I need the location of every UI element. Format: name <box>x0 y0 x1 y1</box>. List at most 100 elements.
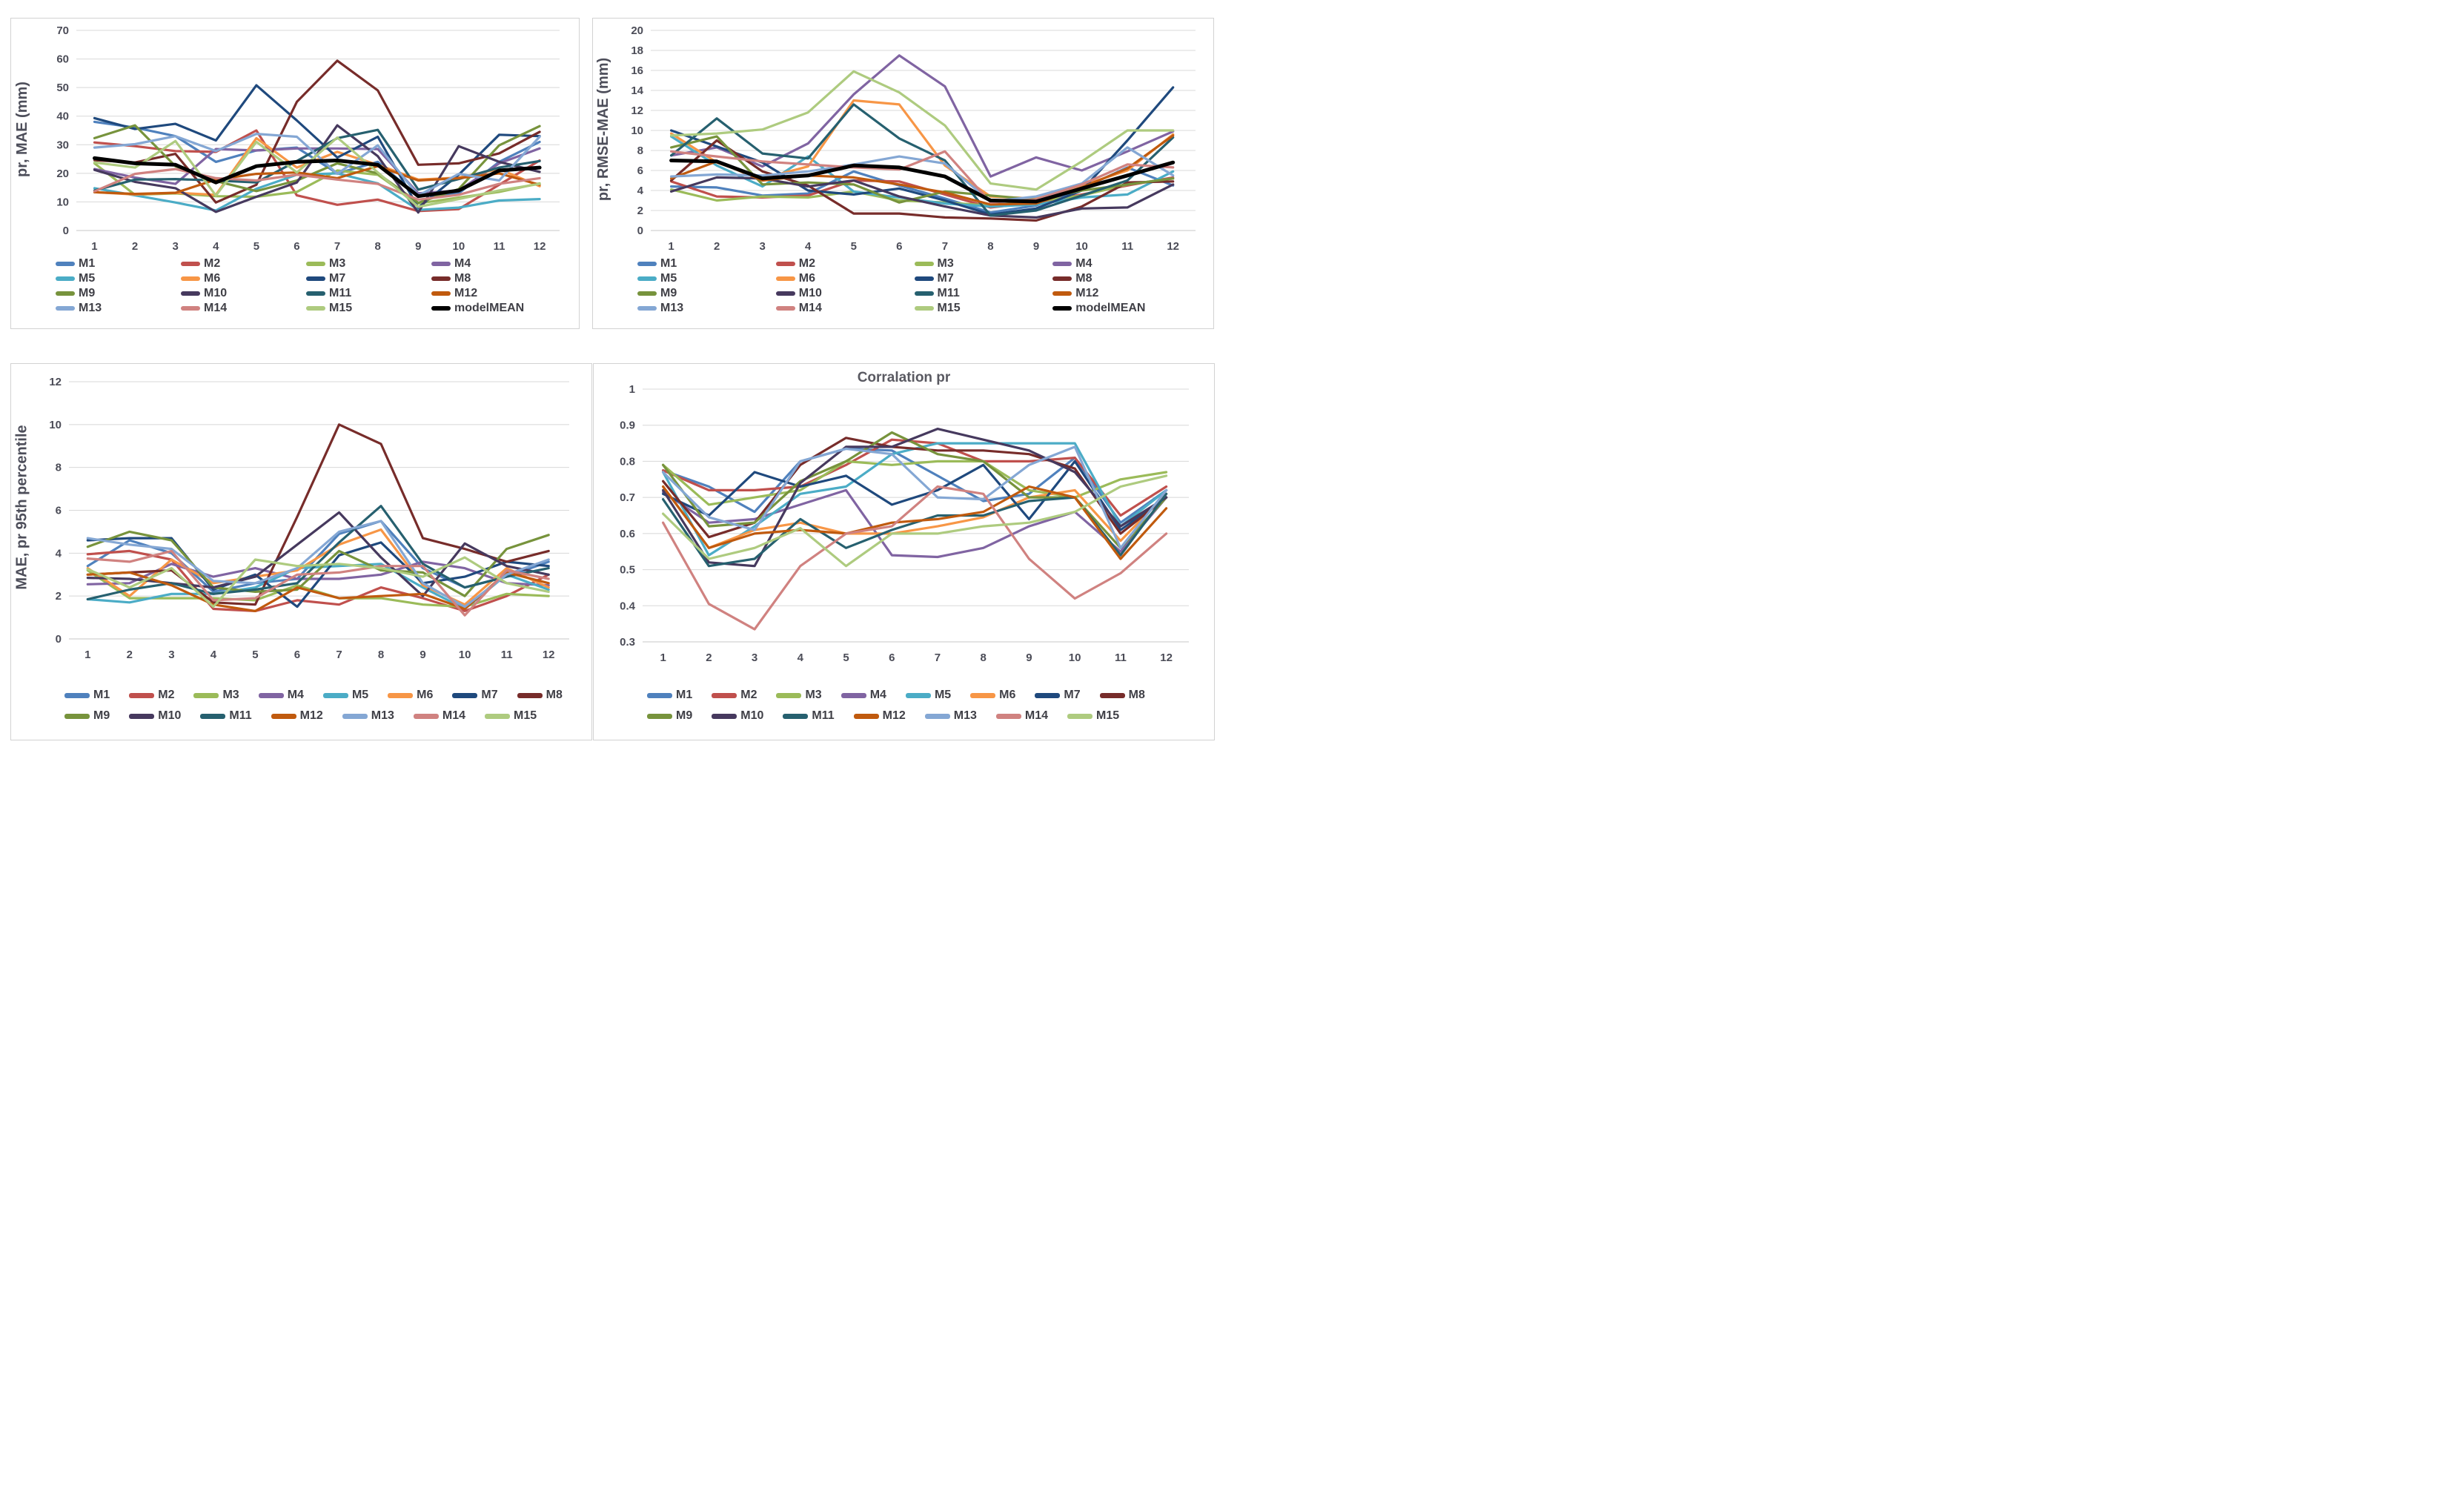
legend-item-M13: M13 <box>924 709 977 723</box>
x-tick-label: 1 <box>660 651 666 664</box>
x-tick-label: 11 <box>1115 651 1127 664</box>
legend-item-M10: M10 <box>181 287 306 300</box>
legend-item-M3: M3 <box>193 689 239 702</box>
legend-swatch-M5 <box>56 276 75 281</box>
x-tick-label: 11 <box>501 649 513 661</box>
legend-item-M12: M12 <box>853 709 906 723</box>
x-tick-label: 9 <box>415 240 421 253</box>
legend-swatch-M3 <box>914 262 934 266</box>
series-line-M15 <box>86 556 550 609</box>
x-tick-label: 4 <box>213 240 219 253</box>
x-tick-label: 8 <box>378 649 384 661</box>
x-tick-label: 12 <box>1160 651 1173 664</box>
legend-swatch-M2 <box>775 262 795 266</box>
legend-label: M10 <box>204 287 228 299</box>
series-line-M4 <box>661 488 1168 559</box>
legend-item-M11: M11 <box>783 709 835 723</box>
legend-label: M10 <box>798 287 822 299</box>
legend-item-M9: M9 <box>56 287 181 300</box>
series-line-M14 <box>86 549 550 617</box>
legend-item-M3: M3 <box>776 689 822 702</box>
legend-swatch-M8 <box>431 276 451 281</box>
legend-label: M12 <box>1075 287 1099 299</box>
legend-item-M15: M15 <box>1067 709 1119 723</box>
legend-item-M11: M11 <box>306 287 431 300</box>
x-tick-label: 4 <box>210 649 217 661</box>
x-tick-label: 6 <box>294 649 300 661</box>
legend-swatch-M12 <box>853 713 879 719</box>
x-tick-label: 8 <box>981 651 987 664</box>
legend-swatch-M14 <box>181 306 200 311</box>
series-line-M5 <box>93 172 541 212</box>
y-tick-label: 60 <box>56 53 69 66</box>
legend-swatch-modelMEAN <box>1052 306 1072 311</box>
series-line-M8 <box>86 423 550 606</box>
legend-item-M14: M14 <box>413 709 465 723</box>
y-tick-label: 1 <box>629 383 635 396</box>
y-tick-label: 12 <box>631 105 643 117</box>
legend-swatch-M4 <box>1052 262 1072 266</box>
legend-swatch-M12 <box>1052 291 1072 296</box>
legend-item-M9: M9 <box>64 709 110 723</box>
y-tick-label: 50 <box>56 82 69 94</box>
legend-item-modelMEAN: modelMEAN <box>431 302 557 315</box>
legend-swatch-M3 <box>306 262 325 266</box>
legend-label: M1 <box>79 257 96 270</box>
legend-swatch-M10 <box>181 291 200 296</box>
legend-swatch-M13 <box>924 713 950 719</box>
series-line-M15 <box>93 136 541 208</box>
x-tick-label: 12 <box>543 649 555 661</box>
legend-label: M2 <box>740 689 757 701</box>
legend-item-M2: M2 <box>129 689 174 702</box>
legend-item-M12: M12 <box>271 709 323 723</box>
legend-item-M12: M12 <box>431 287 557 300</box>
x-tick-label: 5 <box>843 651 849 664</box>
legend-swatch-M10 <box>712 713 737 719</box>
legend-swatch-M14 <box>413 713 439 719</box>
chart-pr-mae: 0 10 20 30 40 50 60 70 1 2 3 4 5 6 7 8 9 10 11 12 <box>11 19 579 256</box>
x-tick-label: 1 <box>91 240 97 253</box>
x-tick-label: 2 <box>706 651 712 664</box>
x-tick-label: 3 <box>168 649 174 661</box>
legend-label: M1 <box>93 689 110 701</box>
y-tick-label: 0.5 <box>620 564 635 577</box>
series-line-M8 <box>669 139 1175 222</box>
y-tick-label: 6 <box>637 165 643 177</box>
series-line-M6 <box>86 528 550 606</box>
legend-item-M1: M1 <box>64 689 110 702</box>
legend-label: M11 <box>812 709 835 722</box>
figure-page: pr, MAE (mm) 0 10 20 30 40 50 60 70 1 2 3 4 5 6 7 8 9 10 1… <box>0 0 1218 756</box>
legend-swatch-M6 <box>970 692 996 698</box>
x-tick-label: 10 <box>1069 651 1081 664</box>
legend-label: M2 <box>158 689 175 701</box>
panel-pr-mae: pr, MAE (mm) 0 10 20 30 40 50 60 70 1 2 3 4 5 6 7 8 9 10 1… <box>10 18 580 329</box>
series-line-M7 <box>93 84 541 209</box>
chart-pr-rmse-mae: 0 2 4 6 8 10 12 14 16 18 20 1 2 3 4 5 6 7 8 9 10 11 12 <box>593 19 1213 256</box>
legend-item-M3: M3 <box>306 257 431 271</box>
legend-label: M10 <box>740 709 764 722</box>
legend-swatch-M9 <box>56 291 75 296</box>
legend-label: M4 <box>454 257 471 270</box>
x-tick-label: 7 <box>942 240 948 253</box>
legend-swatch-M6 <box>388 692 414 698</box>
x-tick-label: 2 <box>132 240 138 253</box>
legend-swatch-M11 <box>306 291 325 296</box>
legend-item-M5: M5 <box>637 272 776 285</box>
x-tick-label: 6 <box>294 240 299 253</box>
legend-swatch-M4 <box>431 262 451 266</box>
series-line-M2 <box>93 129 541 213</box>
series-line-M15 <box>661 474 1168 568</box>
x-tick-label: 7 <box>334 240 340 253</box>
legend-item-M9: M9 <box>637 287 776 300</box>
y-tick-label: 0.4 <box>620 600 636 612</box>
legend-swatch-M7 <box>914 276 934 281</box>
legend-item-M3: M3 <box>914 257 1053 271</box>
legend-label: M3 <box>222 689 239 701</box>
legend-item-M4: M4 <box>431 257 557 271</box>
legend-label: M9 <box>676 709 693 722</box>
x-tick-label: 9 <box>420 649 425 661</box>
legend-swatch-M4 <box>840 692 866 698</box>
legend-item-M7: M7 <box>914 272 1053 285</box>
legend-swatch-M8 <box>1052 276 1072 281</box>
